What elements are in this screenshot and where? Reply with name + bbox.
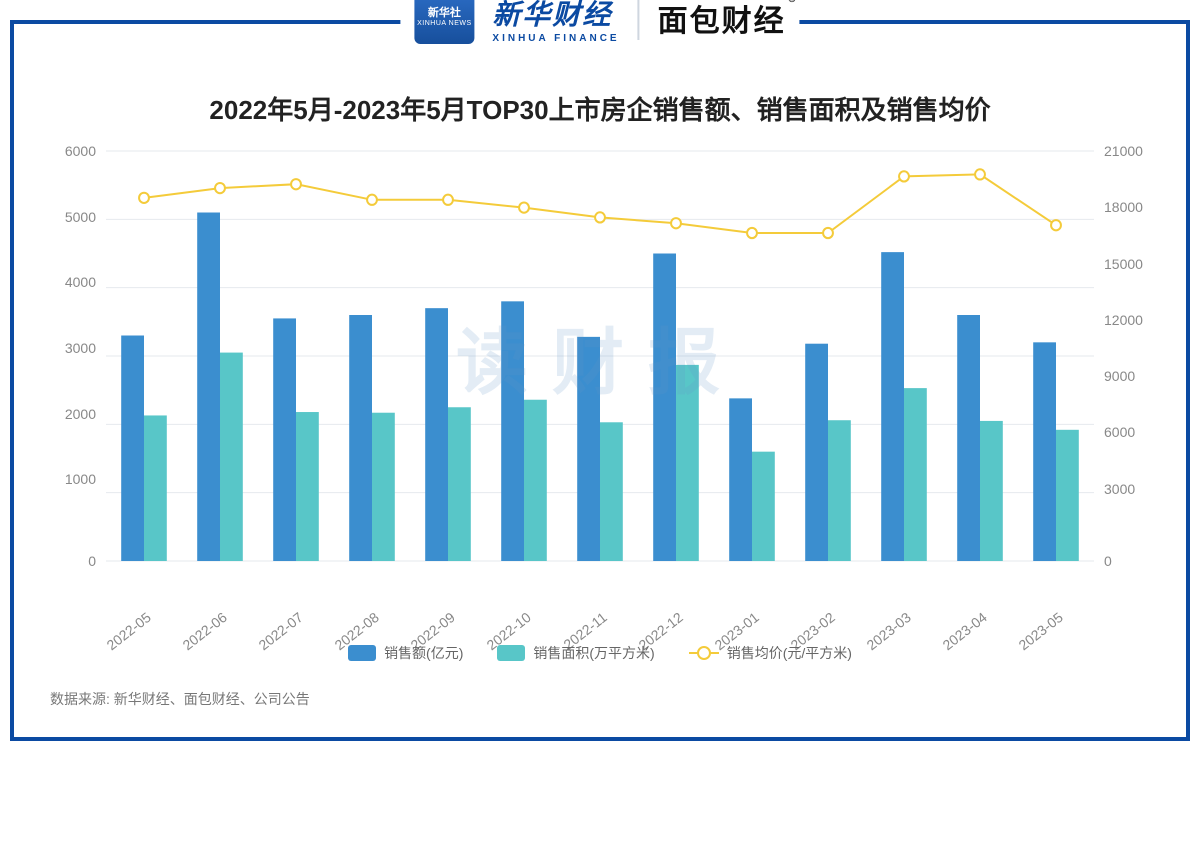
y-right-tick: 21000 (1104, 143, 1156, 159)
xinhua-badge-cn: 新华社 (428, 7, 461, 20)
legend-label-3: 销售均价(元/平方米) (727, 643, 852, 663)
xinhua-finance-cn: 新华财经 (492, 0, 612, 33)
x-axis: 2022-052022-062022-072022-082022-092022-… (106, 561, 1094, 625)
y-left-tick: 3000 (44, 340, 96, 356)
xinhua-finance-logo: 新华财经 XINHUA FINANCE (492, 0, 619, 44)
mianbao-logo: 面包财经 (658, 0, 786, 40)
y-right-tick: 3000 (1104, 481, 1156, 497)
xinhua-finance-en: XINHUA FINANCE (492, 33, 619, 44)
y-right-tick: 0 (1104, 553, 1156, 569)
plot-svg (106, 151, 1094, 561)
chart-card: 新华社 XINHUA NEWS 新华财经 XINHUA FINANCE 面包财经… (10, 20, 1190, 741)
y-left-tick: 6000 (44, 143, 96, 159)
y-left-tick: 5000 (44, 209, 96, 225)
chart-title: 2022年5月-2023年5月TOP30上市房企销售额、销售面积及销售均价 (44, 90, 1156, 127)
y-right-tick: 15000 (1104, 256, 1156, 272)
legend: 销售额(亿元) 销售面积(万平方米) 销售均价(元/平方米) (44, 635, 1156, 671)
xinhua-badge-en: XINHUA NEWS (417, 20, 472, 28)
y-left-tick: 4000 (44, 274, 96, 290)
chart: 6000500040003000200010000 21000180001500… (44, 151, 1156, 671)
y-right-tick: 12000 (1104, 312, 1156, 328)
y-axis-left: 6000500040003000200010000 (44, 151, 102, 561)
legend-swatch-2 (497, 645, 525, 661)
logo-divider (638, 0, 640, 40)
logo-bar: 新华社 XINHUA NEWS 新华财经 XINHUA FINANCE 面包财经 (400, 0, 799, 44)
y-right-tick: 6000 (1104, 424, 1156, 440)
y-left-tick: 1000 (44, 471, 96, 487)
legend-swatch-3 (689, 646, 719, 660)
y-left-tick: 0 (44, 553, 96, 569)
data-source: 数据来源: 新华财经、面包财经、公司公告 (44, 671, 1156, 723)
legend-item-sales-area: 销售面积(万平方米) (497, 643, 654, 663)
legend-swatch-1 (348, 645, 376, 661)
y-right-tick: 9000 (1104, 368, 1156, 384)
content: 2022年5月-2023年5月TOP30上市房企销售额、销售面积及销售均价 60… (14, 20, 1186, 737)
legend-label-2: 销售面积(万平方米) (533, 643, 654, 663)
legend-item-avg-price: 销售均价(元/平方米) (689, 643, 852, 663)
legend-label-1: 销售额(亿元) (384, 643, 463, 663)
y-right-tick: 18000 (1104, 199, 1156, 215)
plot-area: 读财报 (106, 151, 1094, 561)
y-left-tick: 2000 (44, 406, 96, 422)
xinhua-news-badge: 新华社 XINHUA NEWS (414, 0, 474, 44)
legend-item-sales-amount: 销售额(亿元) (348, 643, 463, 663)
y-axis-right: 210001800015000120009000600030000 (1098, 151, 1156, 561)
